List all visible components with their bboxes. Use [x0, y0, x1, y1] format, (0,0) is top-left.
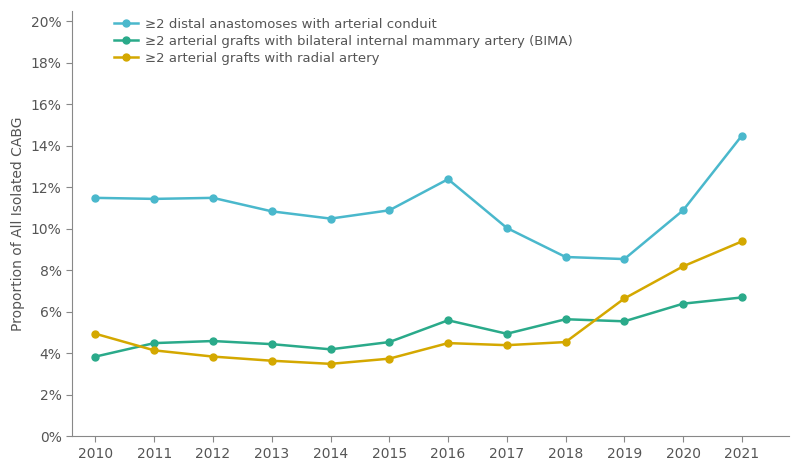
≥2 arterial grafts with bilateral internal mammary artery (BIMA) — [90, 354, 100, 359]
≥2 arterial grafts with radial artery — [326, 361, 335, 367]
≥2 arterial grafts with bilateral internal mammary artery (BIMA) — [208, 338, 218, 344]
≥2 distal anastomoses with arterial conduit — [150, 196, 159, 202]
≥2 arterial grafts with bilateral internal mammary artery (BIMA) — [150, 340, 159, 346]
≥2 distal anastomoses with arterial conduit — [619, 256, 629, 262]
≥2 distal anastomoses with arterial conduit — [561, 254, 570, 260]
Legend: ≥2 distal anastomoses with arterial conduit, ≥2 arterial grafts with bilateral i: ≥2 distal anastomoses with arterial cond… — [114, 18, 573, 65]
≥2 arterial grafts with radial artery — [208, 354, 218, 359]
≥2 arterial grafts with bilateral internal mammary artery (BIMA) — [619, 319, 629, 324]
Line: ≥2 distal anastomoses with arterial conduit: ≥2 distal anastomoses with arterial cond… — [92, 132, 746, 262]
≥2 distal anastomoses with arterial conduit — [737, 133, 746, 138]
≥2 arterial grafts with radial artery — [502, 342, 512, 348]
≥2 distal anastomoses with arterial conduit — [502, 225, 512, 231]
≥2 arterial grafts with bilateral internal mammary artery (BIMA) — [502, 331, 512, 337]
≥2 arterial grafts with bilateral internal mammary artery (BIMA) — [737, 295, 746, 300]
≥2 arterial grafts with bilateral internal mammary artery (BIMA) — [678, 301, 688, 306]
≥2 arterial grafts with radial artery — [619, 295, 629, 301]
≥2 arterial grafts with radial artery — [267, 358, 277, 363]
≥2 arterial grafts with bilateral internal mammary artery (BIMA) — [385, 339, 394, 345]
≥2 arterial grafts with radial artery — [678, 263, 688, 269]
≥2 distal anastomoses with arterial conduit — [326, 216, 335, 221]
≥2 distal anastomoses with arterial conduit — [385, 208, 394, 213]
≥2 arterial grafts with bilateral internal mammary artery (BIMA) — [443, 318, 453, 323]
≥2 arterial grafts with bilateral internal mammary artery (BIMA) — [267, 341, 277, 347]
Y-axis label: Proportion of All Isolated CABG: Proportion of All Isolated CABG — [11, 117, 25, 331]
≥2 distal anastomoses with arterial conduit — [678, 208, 688, 213]
≥2 arterial grafts with radial artery — [561, 339, 570, 345]
≥2 arterial grafts with bilateral internal mammary artery (BIMA) — [561, 316, 570, 322]
≥2 arterial grafts with radial artery — [443, 340, 453, 346]
≥2 distal anastomoses with arterial conduit — [267, 209, 277, 214]
≥2 arterial grafts with bilateral internal mammary artery (BIMA) — [326, 346, 335, 352]
≥2 arterial grafts with radial artery — [150, 347, 159, 353]
≥2 arterial grafts with radial artery — [90, 331, 100, 337]
≥2 distal anastomoses with arterial conduit — [208, 195, 218, 201]
≥2 arterial grafts with radial artery — [737, 239, 746, 244]
≥2 distal anastomoses with arterial conduit — [90, 195, 100, 201]
≥2 arterial grafts with radial artery — [385, 356, 394, 362]
Line: ≥2 arterial grafts with bilateral internal mammary artery (BIMA): ≥2 arterial grafts with bilateral intern… — [92, 294, 746, 360]
≥2 distal anastomoses with arterial conduit — [443, 177, 453, 182]
Line: ≥2 arterial grafts with radial artery: ≥2 arterial grafts with radial artery — [92, 238, 746, 367]
